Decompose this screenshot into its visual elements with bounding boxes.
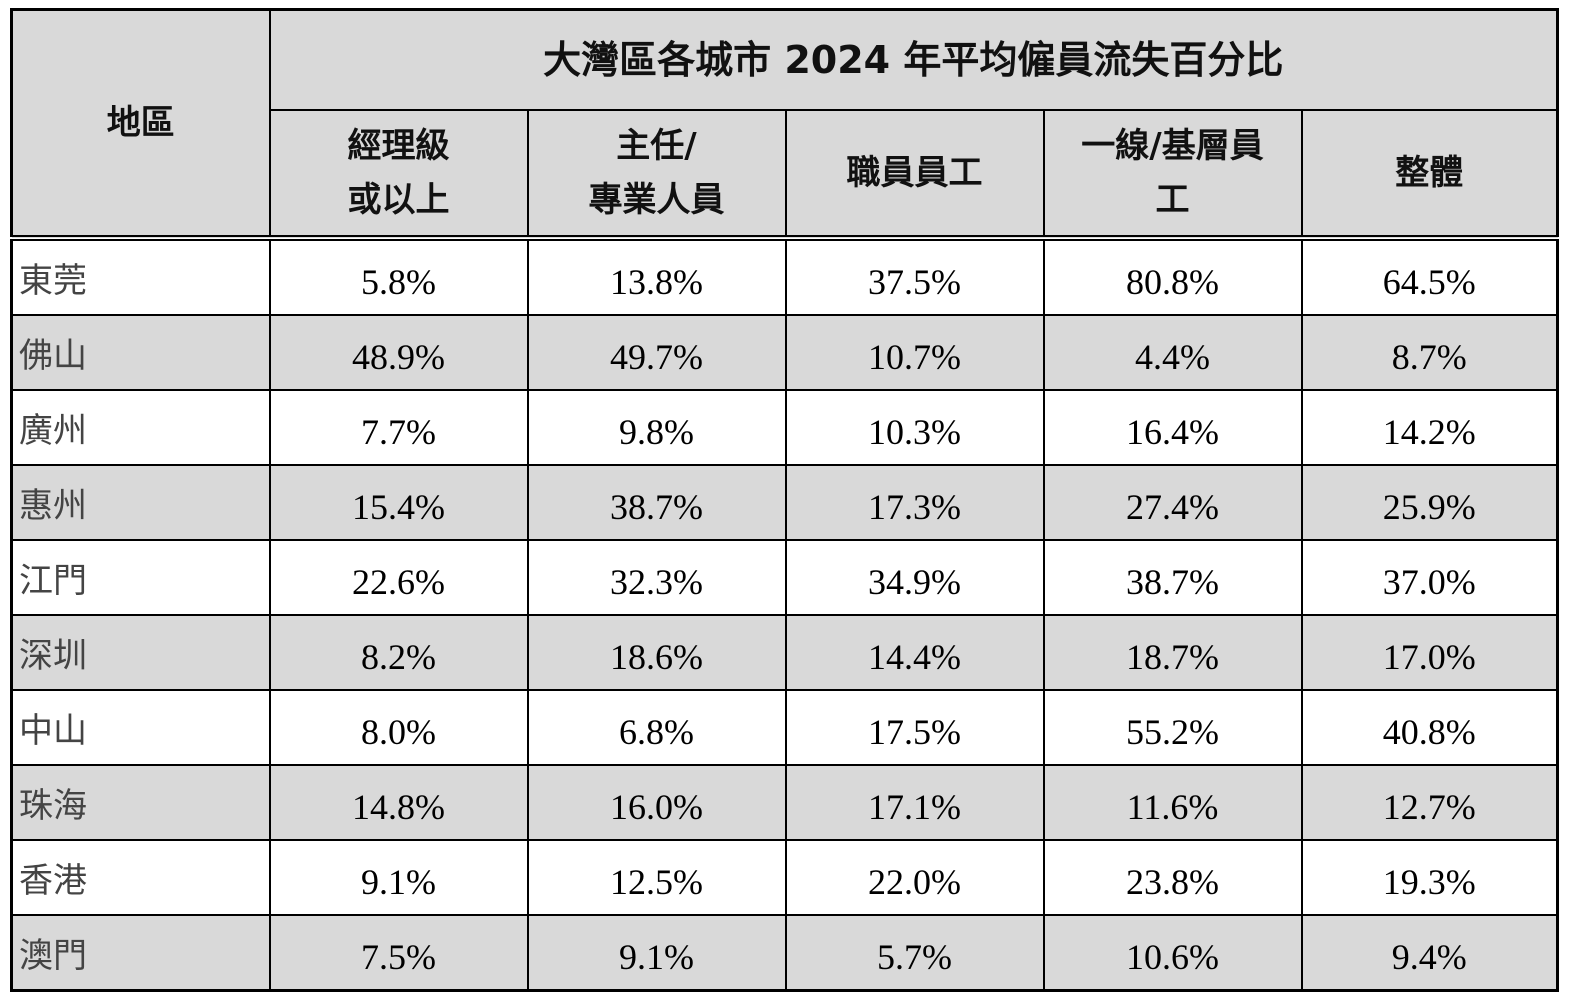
- region-cell: 東莞: [10, 235, 271, 316]
- turnover-table: 地區 大灣區各城市 2024 年平均僱員流失百分比 經理級 或以上 主任/專業人員職…: [10, 8, 1559, 992]
- value-cell: 22.0%: [784, 839, 1045, 916]
- table-row: 澳門 7.5% 9.1% 5.7% 10.6% 9.4%: [10, 914, 1559, 992]
- value-cell: 5.8%: [268, 235, 529, 316]
- table-row: 東莞 5.8% 13.8% 37.5% 80.8% 64.5%: [10, 235, 1559, 316]
- column-header-line: 職員員工: [846, 153, 983, 193]
- value-cell: 15.4%: [268, 464, 529, 541]
- table-row: 佛山 48.9% 49.7% 10.7% 4.4% 8.7%: [10, 314, 1559, 391]
- table-row: 珠海 14.8% 16.0% 17.1% 11.6% 12.7%: [10, 764, 1559, 841]
- column-header-line: 專業人員: [588, 180, 725, 220]
- value-cell: 10.7%: [784, 314, 1045, 391]
- value-cell: 6.8%: [526, 689, 787, 766]
- table-row: 中山 8.0% 6.8% 17.5% 55.2% 40.8%: [10, 689, 1559, 766]
- value-cell: 16.4%: [1042, 389, 1303, 466]
- column-header-line: 整體: [1395, 153, 1464, 193]
- table-row: 江門 22.6% 32.3% 34.9% 38.7% 37.0%: [10, 539, 1559, 616]
- value-cell: 22.6%: [268, 539, 529, 616]
- value-cell: 23.8%: [1042, 839, 1303, 916]
- table-row: 香港 9.1% 12.5% 22.0% 23.8% 19.3%: [10, 839, 1559, 916]
- value-cell: 37.5%: [784, 235, 1045, 316]
- value-cell: 55.2%: [1042, 689, 1303, 766]
- value-cell: 9.4%: [1300, 914, 1559, 992]
- value-cell: 25.9%: [1300, 464, 1559, 541]
- value-cell: 40.8%: [1300, 689, 1559, 766]
- value-cell: 64.5%: [1300, 235, 1559, 316]
- value-cell: 4.4%: [1042, 314, 1303, 391]
- value-cell: 14.2%: [1300, 389, 1559, 466]
- value-cell: 9.1%: [526, 914, 787, 992]
- page: 地區 大灣區各城市 2024 年平均僱員流失百分比 經理級 或以上 主任/專業人員職…: [10, 8, 1559, 992]
- column-header-line: 工: [1155, 180, 1190, 220]
- region-cell: 江門: [10, 539, 271, 616]
- value-cell: 49.7%: [526, 314, 787, 391]
- value-cell: 10.6%: [1042, 914, 1303, 992]
- region-header: 地區: [10, 8, 271, 239]
- region-cell: 深圳: [10, 614, 271, 691]
- table-row: 廣州 7.7% 9.8% 10.3% 16.4% 14.2%: [10, 389, 1559, 466]
- value-cell: 9.1%: [268, 839, 529, 916]
- column-header-line: 主任/: [616, 126, 697, 166]
- value-cell: 10.3%: [784, 389, 1045, 466]
- value-cell: 38.7%: [526, 464, 787, 541]
- value-cell: 18.7%: [1042, 614, 1303, 691]
- value-cell: 8.7%: [1300, 314, 1559, 391]
- column-header-line: 或以上: [347, 180, 450, 220]
- value-cell: 8.0%: [268, 689, 529, 766]
- value-cell: 34.9%: [784, 539, 1045, 616]
- region-cell: 香港: [10, 839, 271, 916]
- value-cell: 19.3%: [1300, 839, 1559, 916]
- region-cell: 惠州: [10, 464, 271, 541]
- table-row: 深圳 8.2% 18.6% 14.4% 18.7% 17.0%: [10, 614, 1559, 691]
- value-cell: 16.0%: [526, 764, 787, 841]
- column-header-line: 一線/基層員: [1081, 126, 1264, 166]
- value-cell: 7.5%: [268, 914, 529, 992]
- value-cell: 9.8%: [526, 389, 787, 466]
- value-cell: 12.7%: [1300, 764, 1559, 841]
- column-header: 主任/專業人員: [526, 109, 787, 239]
- region-cell: 中山: [10, 689, 271, 766]
- value-cell: 80.8%: [1042, 235, 1303, 316]
- column-header: 經理級 或以上: [268, 109, 529, 239]
- column-header-line: 經理級: [347, 126, 450, 166]
- column-header: 職員員工: [784, 109, 1045, 239]
- value-cell: 11.6%: [1042, 764, 1303, 841]
- value-cell: 14.4%: [784, 614, 1045, 691]
- value-cell: 17.1%: [784, 764, 1045, 841]
- region-cell: 佛山: [10, 314, 271, 391]
- region-cell: 珠海: [10, 764, 271, 841]
- value-cell: 37.0%: [1300, 539, 1559, 616]
- region-cell: 廣州: [10, 389, 271, 466]
- value-cell: 38.7%: [1042, 539, 1303, 616]
- value-cell: 17.3%: [784, 464, 1045, 541]
- value-cell: 13.8%: [526, 235, 787, 316]
- table-title: 大灣區各城市 2024 年平均僱員流失百分比: [268, 8, 1559, 111]
- column-header: 整體: [1300, 109, 1559, 239]
- value-cell: 18.6%: [526, 614, 787, 691]
- value-cell: 5.7%: [784, 914, 1045, 992]
- value-cell: 48.9%: [268, 314, 529, 391]
- value-cell: 12.5%: [526, 839, 787, 916]
- table-row: 惠州 15.4% 38.7% 17.3% 27.4% 25.9%: [10, 464, 1559, 541]
- value-cell: 8.2%: [268, 614, 529, 691]
- value-cell: 17.0%: [1300, 614, 1559, 691]
- column-header: 一線/基層員工: [1042, 109, 1303, 239]
- value-cell: 7.7%: [268, 389, 529, 466]
- value-cell: 17.5%: [784, 689, 1045, 766]
- value-cell: 14.8%: [268, 764, 529, 841]
- region-cell: 澳門: [10, 914, 271, 992]
- value-cell: 32.3%: [526, 539, 787, 616]
- value-cell: 27.4%: [1042, 464, 1303, 541]
